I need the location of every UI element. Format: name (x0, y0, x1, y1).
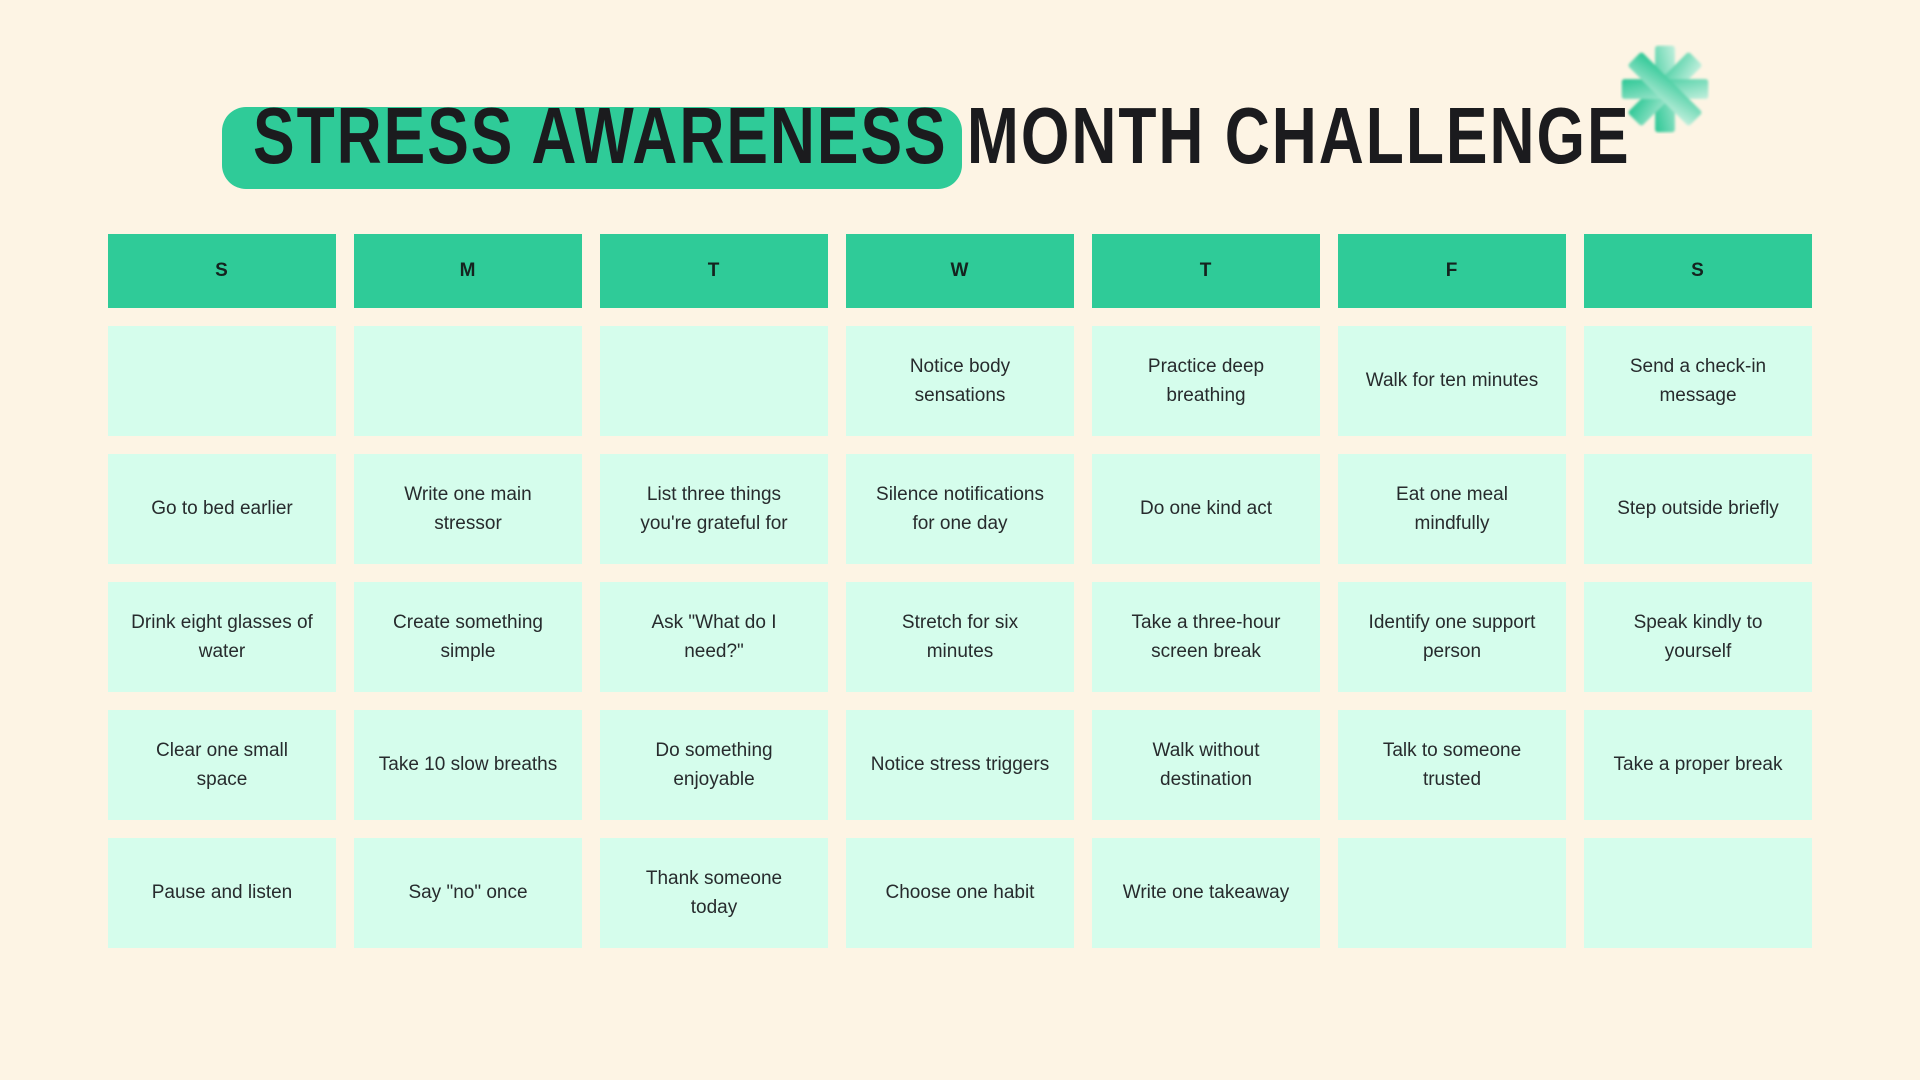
challenge-cell: Create something simple (354, 582, 582, 692)
challenge-cell: List three things you're grateful for (600, 454, 828, 564)
challenge-cell: Step outside briefly (1584, 454, 1812, 564)
challenge-cell: Go to bed earlier (108, 454, 336, 564)
empty-cell (354, 326, 582, 436)
empty-cell (1338, 838, 1566, 948)
challenge-cell: Speak kindly to yourself (1584, 582, 1812, 692)
challenge-cell: Send a check-in message (1584, 326, 1812, 436)
challenge-cell: Notice body sensations (846, 326, 1074, 436)
challenge-cell: Ask "What do I need?" (600, 582, 828, 692)
day-header: S (1584, 234, 1812, 308)
challenge-cell: Do one kind act (1092, 454, 1320, 564)
challenge-cell: Pause and listen (108, 838, 336, 948)
challenge-cell: Take a proper break (1584, 710, 1812, 820)
title-rest-text: MONTH CHALLENGE (947, 91, 1631, 180)
challenge-cell: Do something enjoyable (600, 710, 828, 820)
challenge-cell: Clear one small space (108, 710, 336, 820)
challenge-cell: Write one takeaway (1092, 838, 1320, 948)
challenge-cell: Stretch for six minutes (846, 582, 1074, 692)
day-header: T (1092, 234, 1320, 308)
day-header: T (600, 234, 828, 308)
calendar-grid: S M T W T F S Notice body sensations Practice de… (108, 234, 1812, 948)
day-header: M (354, 234, 582, 308)
day-header: W (846, 234, 1074, 308)
challenge-cell: Take a three-hour screen break (1092, 582, 1320, 692)
challenge-cell: Eat one meal mindfully (1338, 454, 1566, 564)
empty-cell (600, 326, 828, 436)
challenge-cell: Walk for ten minutes (1338, 326, 1566, 436)
challenge-cell: Practice deep breathing (1092, 326, 1320, 436)
title-highlight (222, 107, 962, 189)
challenge-cell: Identify one support person (1338, 582, 1566, 692)
challenge-cell: Say "no" once (354, 838, 582, 948)
empty-cell (108, 326, 336, 436)
challenge-cell: Thank someone today (600, 838, 828, 948)
challenge-cell: Choose one habit (846, 838, 1074, 948)
day-header: F (1338, 234, 1566, 308)
empty-cell (1584, 838, 1812, 948)
challenge-cell: Walk without destination (1092, 710, 1320, 820)
challenge-cell: Talk to someone trusted (1338, 710, 1566, 820)
challenge-cell: Write one main stressor (354, 454, 582, 564)
challenge-cell: Silence notifications for one day (846, 454, 1074, 564)
challenge-cell: Take 10 slow breaths (354, 710, 582, 820)
challenge-cell: Notice stress triggers (846, 710, 1074, 820)
starburst-flower-icon (1621, 45, 1709, 133)
title-highlight-text: STRESS AWARENESS (253, 91, 948, 180)
challenge-cell: Drink eight glasses of water (108, 582, 336, 692)
page-title: STRESS AWARENESS MONTH CHALLENGE (253, 96, 1631, 176)
day-header: S (108, 234, 336, 308)
